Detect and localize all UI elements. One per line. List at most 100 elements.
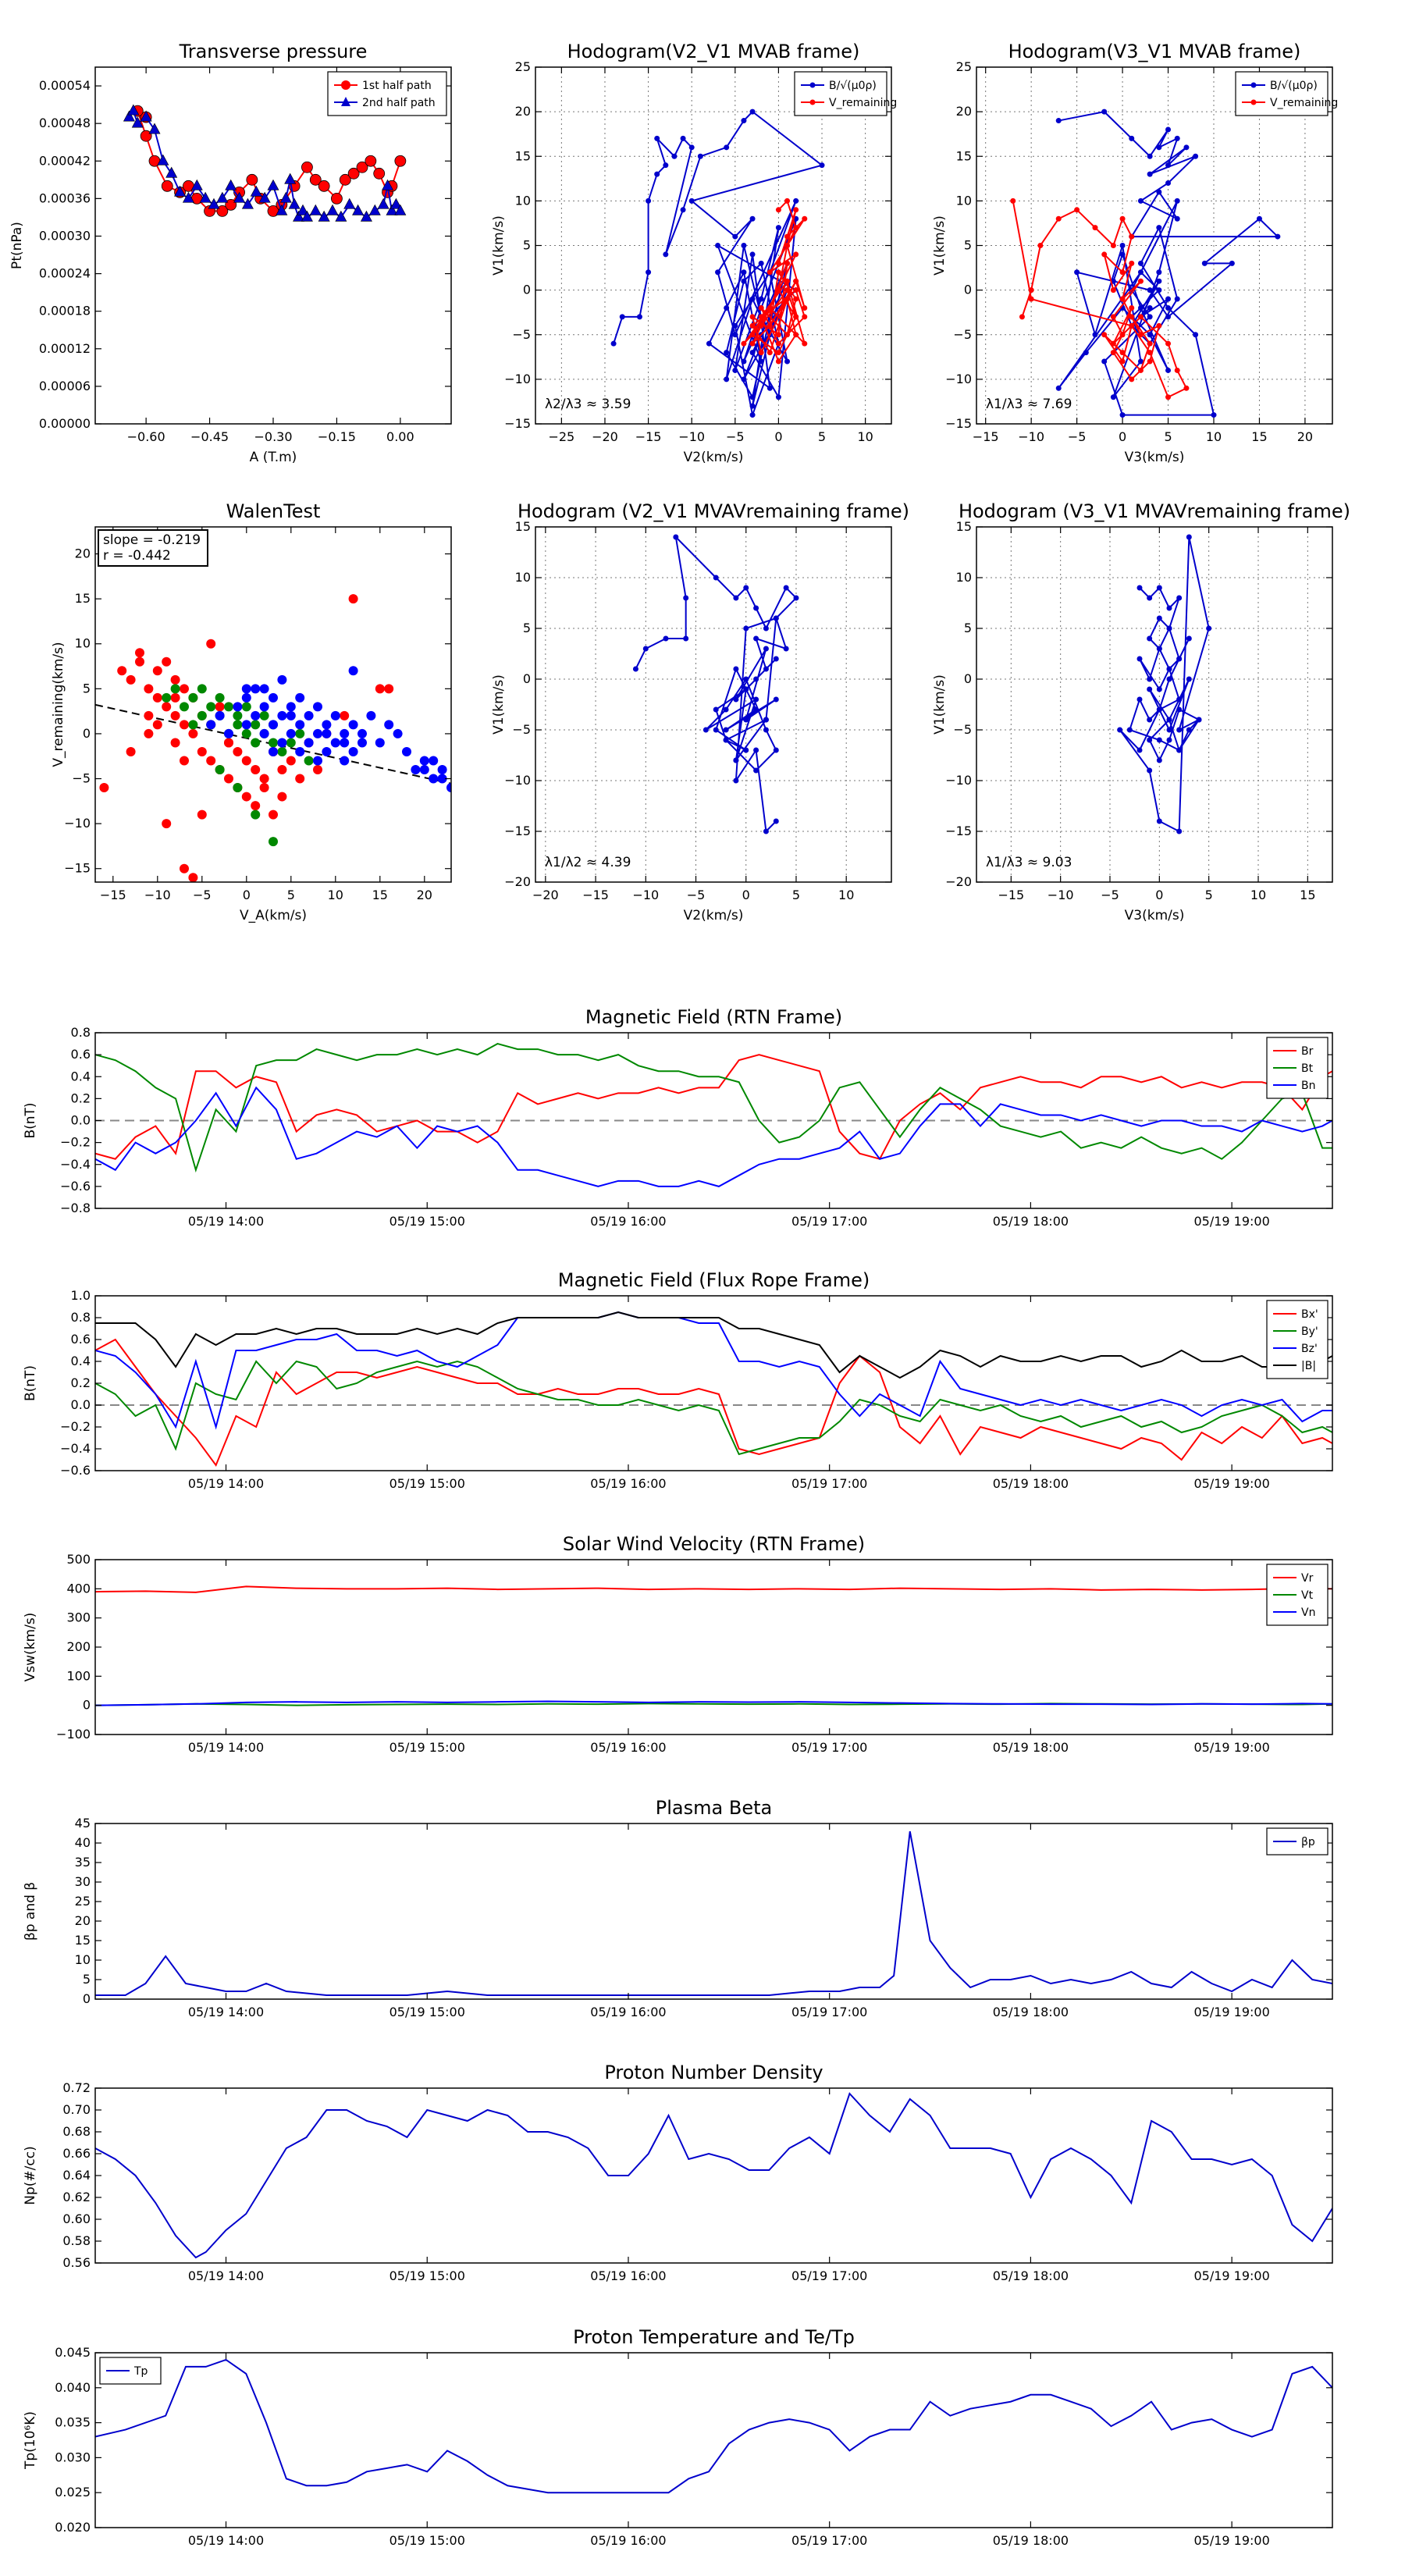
x-tick-label: 05/19 14:00 xyxy=(188,2268,264,2283)
data-point xyxy=(784,332,791,338)
chart-p12: 05/19 14:00 05/19 15:00 05/19 16:00 05/19 1… xyxy=(23,2326,1333,2548)
x-tick-label: 05/19 17:00 xyxy=(791,1476,867,1491)
data-point xyxy=(1166,625,1172,632)
data-point xyxy=(1196,717,1202,723)
data-point xyxy=(241,702,251,712)
data-point xyxy=(680,135,686,141)
legend-label: Vr xyxy=(1301,1572,1314,1585)
annotation-text: λ2/λ3 ≈ 3.59 xyxy=(545,397,631,412)
data-point xyxy=(1083,350,1089,356)
data-point xyxy=(1137,278,1144,284)
data-point xyxy=(386,204,398,215)
data-point xyxy=(702,727,709,733)
x-tick-label: 20 xyxy=(417,888,432,902)
data-point xyxy=(753,635,759,642)
x-tick-label: 0 xyxy=(742,888,750,902)
data-point xyxy=(295,746,305,756)
y-tick-label: −0.6 xyxy=(60,1179,91,1194)
data-point xyxy=(162,702,172,712)
data-point xyxy=(1165,394,1172,400)
data-point xyxy=(1147,676,1153,682)
y-tick-label: 5 xyxy=(523,621,531,635)
data-point xyxy=(170,738,180,748)
data-point xyxy=(170,674,180,685)
data-point xyxy=(697,153,703,159)
data-point xyxy=(259,783,269,793)
series-line xyxy=(95,1042,1332,1173)
data-point xyxy=(1010,197,1016,204)
y-tick-label: 0.00054 xyxy=(39,78,91,93)
data-point xyxy=(1110,243,1116,248)
data-point xyxy=(304,756,314,766)
data-point xyxy=(723,737,729,743)
data-point xyxy=(140,110,152,122)
data-point xyxy=(188,692,198,703)
data-point xyxy=(180,720,189,730)
data-point xyxy=(394,155,407,167)
data-point xyxy=(749,403,756,409)
data-point xyxy=(749,394,756,400)
data-point xyxy=(1166,676,1172,682)
data-point xyxy=(775,287,781,294)
y-tick-label: −15 xyxy=(945,416,972,431)
chart-title: Proton Temperature and Te/Tp xyxy=(573,2326,855,2348)
legend-label: 1st half path xyxy=(362,80,432,92)
legend-label: Tp xyxy=(133,2365,148,2378)
data-point xyxy=(225,198,237,211)
x-tick-label: 05/19 18:00 xyxy=(993,2268,1069,2283)
data-point xyxy=(713,575,719,581)
data-point xyxy=(793,278,799,284)
data-point xyxy=(357,728,367,738)
data-point xyxy=(1147,350,1153,356)
data-point xyxy=(437,774,447,784)
data-point xyxy=(793,595,799,601)
data-point xyxy=(1055,385,1062,391)
x-tick-label: 5 xyxy=(818,429,826,444)
y-tick-label: 0.6 xyxy=(71,1332,91,1347)
data-point xyxy=(1186,676,1192,682)
y-tick-label: −10 xyxy=(945,372,972,386)
data-point xyxy=(1092,225,1098,231)
data-point xyxy=(277,792,287,802)
data-point xyxy=(301,210,313,222)
x-tick-label: 0 xyxy=(1155,888,1163,902)
x-tick-label: 10 xyxy=(1250,888,1266,902)
y-tick-label: 0.00030 xyxy=(39,228,91,243)
annotation-text: r = -0.442 xyxy=(103,548,171,564)
data-point xyxy=(1110,394,1116,400)
x-tick-label: 10 xyxy=(857,429,873,444)
data-point xyxy=(773,747,779,753)
data-point xyxy=(197,809,207,820)
data-point xyxy=(784,358,791,365)
data-point xyxy=(1092,332,1098,338)
y-tick-label: 0.035 xyxy=(55,2415,91,2430)
data-point xyxy=(286,756,296,766)
legend-label: 2nd half path xyxy=(362,97,436,109)
legend-marker xyxy=(341,80,350,90)
data-point xyxy=(1110,287,1116,294)
y-tick-label: −10 xyxy=(504,372,531,386)
x-tick-label: 05/19 15:00 xyxy=(389,1214,465,1229)
data-point xyxy=(1186,534,1192,540)
data-point xyxy=(753,767,759,774)
series-line xyxy=(95,1054,1332,1160)
data-point xyxy=(251,809,261,820)
data-point xyxy=(1101,332,1108,338)
data-point xyxy=(267,179,279,190)
data-point xyxy=(330,738,340,748)
data-point xyxy=(793,296,799,302)
x-tick-label: 05/19 17:00 xyxy=(791,2005,867,2019)
data-point xyxy=(758,296,764,302)
y-tick-label: −0.4 xyxy=(60,1441,91,1456)
series-line xyxy=(95,1700,1332,1706)
series-s0 xyxy=(95,2092,1332,2259)
data-point xyxy=(1166,727,1172,733)
data-point xyxy=(131,116,144,128)
data-point xyxy=(663,162,669,169)
data-point xyxy=(724,376,730,382)
data-point xyxy=(1229,260,1235,266)
series-V_remaining xyxy=(1010,197,1190,400)
y-tick-label: 15 xyxy=(75,1933,91,1948)
y-tick-label: 10 xyxy=(515,193,531,208)
